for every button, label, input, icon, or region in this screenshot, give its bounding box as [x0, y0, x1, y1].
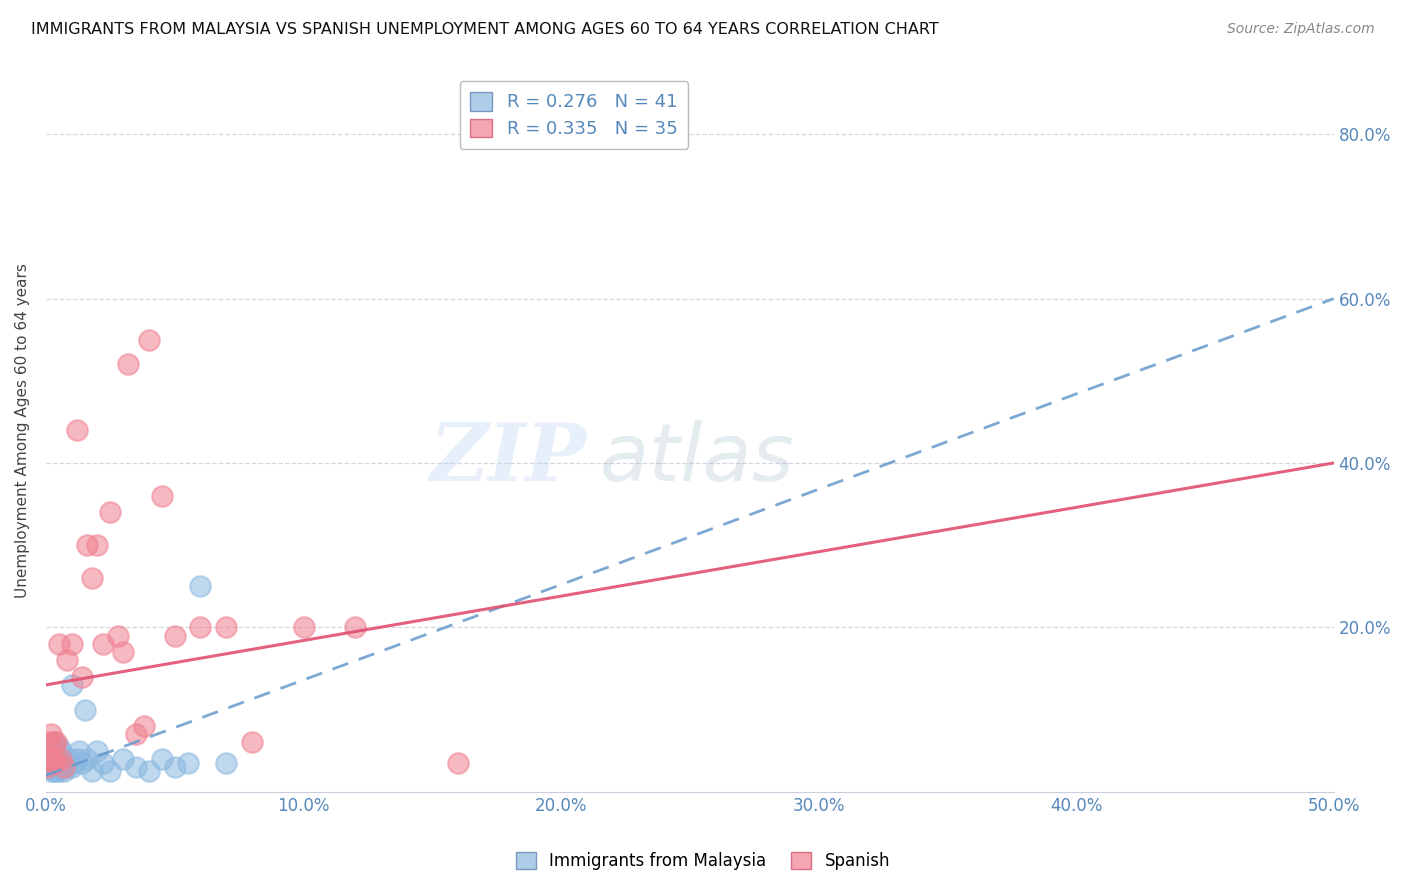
Point	[42, 735, 65, 749]
Point	[98, 764, 121, 779]
Point	[53, 752, 76, 766]
Point	[60, 678, 83, 692]
Legend: Immigrants from Malaysia, Spanish: Immigrants from Malaysia, Spanish	[509, 845, 897, 877]
Point	[38, 735, 60, 749]
Point	[86, 538, 108, 552]
Point	[39, 743, 62, 757]
Point	[66, 423, 89, 437]
Point	[53, 760, 76, 774]
Text: ZIP: ZIP	[430, 420, 586, 498]
Point	[42, 752, 65, 766]
Point	[60, 760, 83, 774]
Point	[112, 752, 135, 766]
Point	[112, 645, 135, 659]
Point	[138, 333, 160, 347]
Point	[48, 637, 70, 651]
Point	[150, 752, 173, 766]
Point	[51, 752, 73, 766]
Point	[73, 702, 96, 716]
Text: IMMIGRANTS FROM MALAYSIA VS SPANISH UNEMPLOYMENT AMONG AGES 60 TO 64 YEARS CORRE: IMMIGRANTS FROM MALAYSIA VS SPANISH UNEM…	[31, 22, 939, 37]
Point	[45, 743, 67, 757]
Point	[107, 629, 129, 643]
Point	[69, 743, 91, 757]
Point	[55, 653, 77, 667]
Point	[125, 727, 148, 741]
Point	[117, 357, 139, 371]
Legend: R = 0.276   N = 41, R = 0.335   N = 35: R = 0.276 N = 41, R = 0.335 N = 35	[460, 81, 688, 149]
Point	[163, 629, 186, 643]
Point	[45, 752, 67, 766]
Point	[48, 752, 70, 766]
Point	[70, 670, 93, 684]
Point	[38, 752, 60, 766]
Point	[37, 760, 59, 774]
Point	[38, 752, 60, 766]
Point	[51, 743, 73, 757]
Point	[38, 756, 60, 770]
Point	[53, 764, 76, 779]
Point	[70, 756, 93, 770]
Point	[48, 739, 70, 754]
Point	[42, 756, 65, 770]
Point	[292, 620, 315, 634]
Point	[37, 760, 59, 774]
Point	[138, 764, 160, 779]
Point	[343, 620, 366, 634]
Point	[215, 620, 238, 634]
Point	[55, 760, 77, 774]
Point	[82, 571, 104, 585]
Point	[45, 735, 67, 749]
Point	[42, 735, 65, 749]
Point	[39, 727, 62, 741]
Point	[447, 756, 470, 770]
Point	[163, 760, 186, 774]
Point	[58, 752, 80, 766]
Text: Source: ZipAtlas.com: Source: ZipAtlas.com	[1227, 22, 1375, 37]
Point	[132, 719, 155, 733]
Point	[215, 756, 238, 770]
Point	[42, 764, 65, 779]
Point	[91, 637, 114, 651]
Point	[39, 764, 62, 779]
Point	[190, 579, 212, 593]
Point	[66, 752, 89, 766]
Point	[76, 538, 98, 552]
Point	[60, 637, 83, 651]
Point	[48, 764, 70, 779]
Point	[98, 505, 121, 519]
Point	[38, 743, 60, 757]
Point	[125, 760, 148, 774]
Point	[190, 620, 212, 634]
Point	[82, 764, 104, 779]
Y-axis label: Unemployment Among Ages 60 to 64 years: Unemployment Among Ages 60 to 64 years	[15, 262, 30, 598]
Point	[86, 743, 108, 757]
Point	[76, 752, 98, 766]
Point	[63, 756, 86, 770]
Point	[45, 760, 67, 774]
Point	[45, 764, 67, 779]
Point	[176, 756, 198, 770]
Point	[91, 756, 114, 770]
Point	[39, 752, 62, 766]
Text: atlas: atlas	[600, 420, 794, 498]
Point	[51, 760, 73, 774]
Point	[150, 489, 173, 503]
Point	[240, 735, 263, 749]
